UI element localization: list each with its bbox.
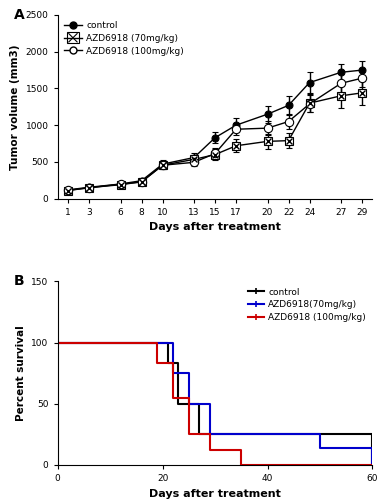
Text: A: A — [13, 8, 24, 22]
Y-axis label: Percent survival: Percent survival — [16, 326, 26, 421]
X-axis label: Days after treatment: Days after treatment — [149, 222, 281, 232]
Y-axis label: Tumor volume (mm3): Tumor volume (mm3) — [10, 44, 20, 170]
X-axis label: Days after treatment: Days after treatment — [149, 488, 281, 498]
Legend: control, AZD6918(70mg/kg), AZD6918 (100mg/kg): control, AZD6918(70mg/kg), AZD6918 (100m… — [246, 286, 368, 324]
Text: B: B — [13, 274, 24, 288]
Legend: control, AZD6918 (70mg/kg), AZD6918 (100mg/kg): control, AZD6918 (70mg/kg), AZD6918 (100… — [62, 20, 186, 58]
